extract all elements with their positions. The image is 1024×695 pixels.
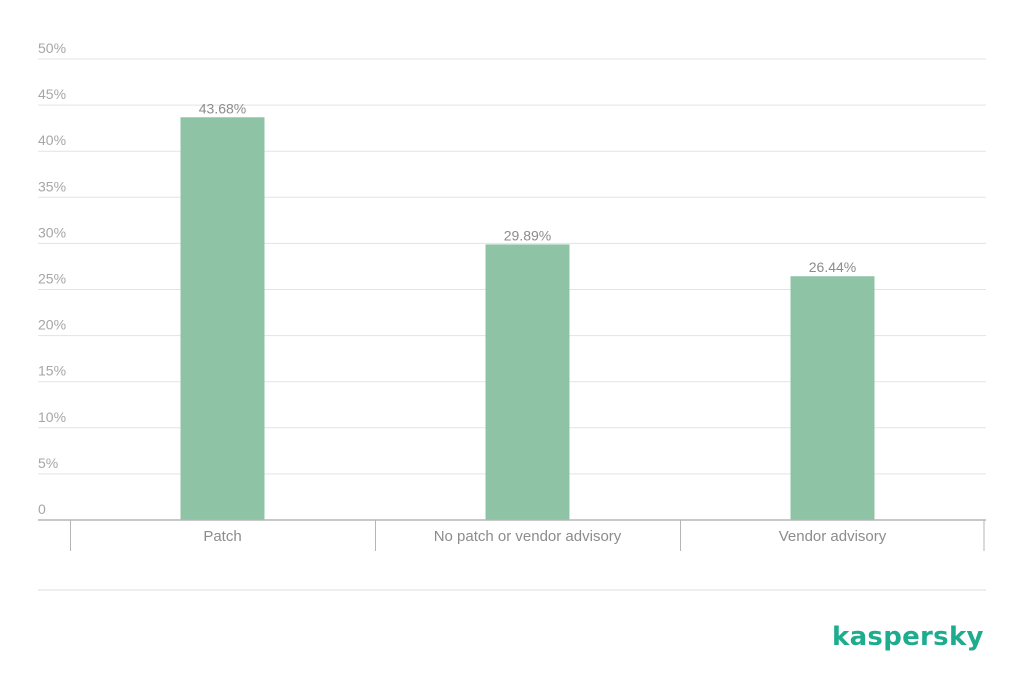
- y-tick-label: 10%: [38, 409, 66, 425]
- x-tick-label: Patch: [203, 528, 241, 545]
- x-axis-category-labels: Patch No patch or vendor advisory Vendor a…: [203, 528, 886, 545]
- y-tick-label: 30%: [38, 224, 66, 240]
- y-tick-label: 0: [38, 501, 46, 517]
- y-tick-label: 5%: [38, 455, 58, 471]
- bars: [180, 117, 875, 521]
- y-tick-label: 20%: [38, 317, 66, 333]
- bar: [485, 244, 570, 521]
- y-tick-label: 40%: [38, 132, 66, 148]
- y-tick-label: 25%: [38, 271, 66, 287]
- bar: [180, 117, 265, 521]
- kaspersky-logo: kaspersky: [832, 622, 984, 652]
- y-axis-tick-labels: 0 5% 10% 15% 20% 25% 30% 35% 40% 45% 50%: [38, 40, 66, 517]
- x-tick-label: No patch or vendor advisory: [434, 528, 622, 545]
- y-tick-label: 35%: [38, 178, 66, 194]
- data-label: 29.89%: [504, 227, 551, 243]
- data-labels: 43.68% 29.89% 26.44%: [199, 100, 856, 275]
- x-tick-label: Vendor advisory: [779, 528, 887, 545]
- bar: [790, 276, 875, 520]
- x-axis: [38, 519, 986, 551]
- y-tick-label: 45%: [38, 86, 66, 102]
- data-label: 26.44%: [809, 259, 856, 275]
- y-tick-label: 50%: [38, 40, 66, 56]
- data-label: 43.68%: [199, 100, 246, 116]
- y-tick-label: 15%: [38, 363, 66, 379]
